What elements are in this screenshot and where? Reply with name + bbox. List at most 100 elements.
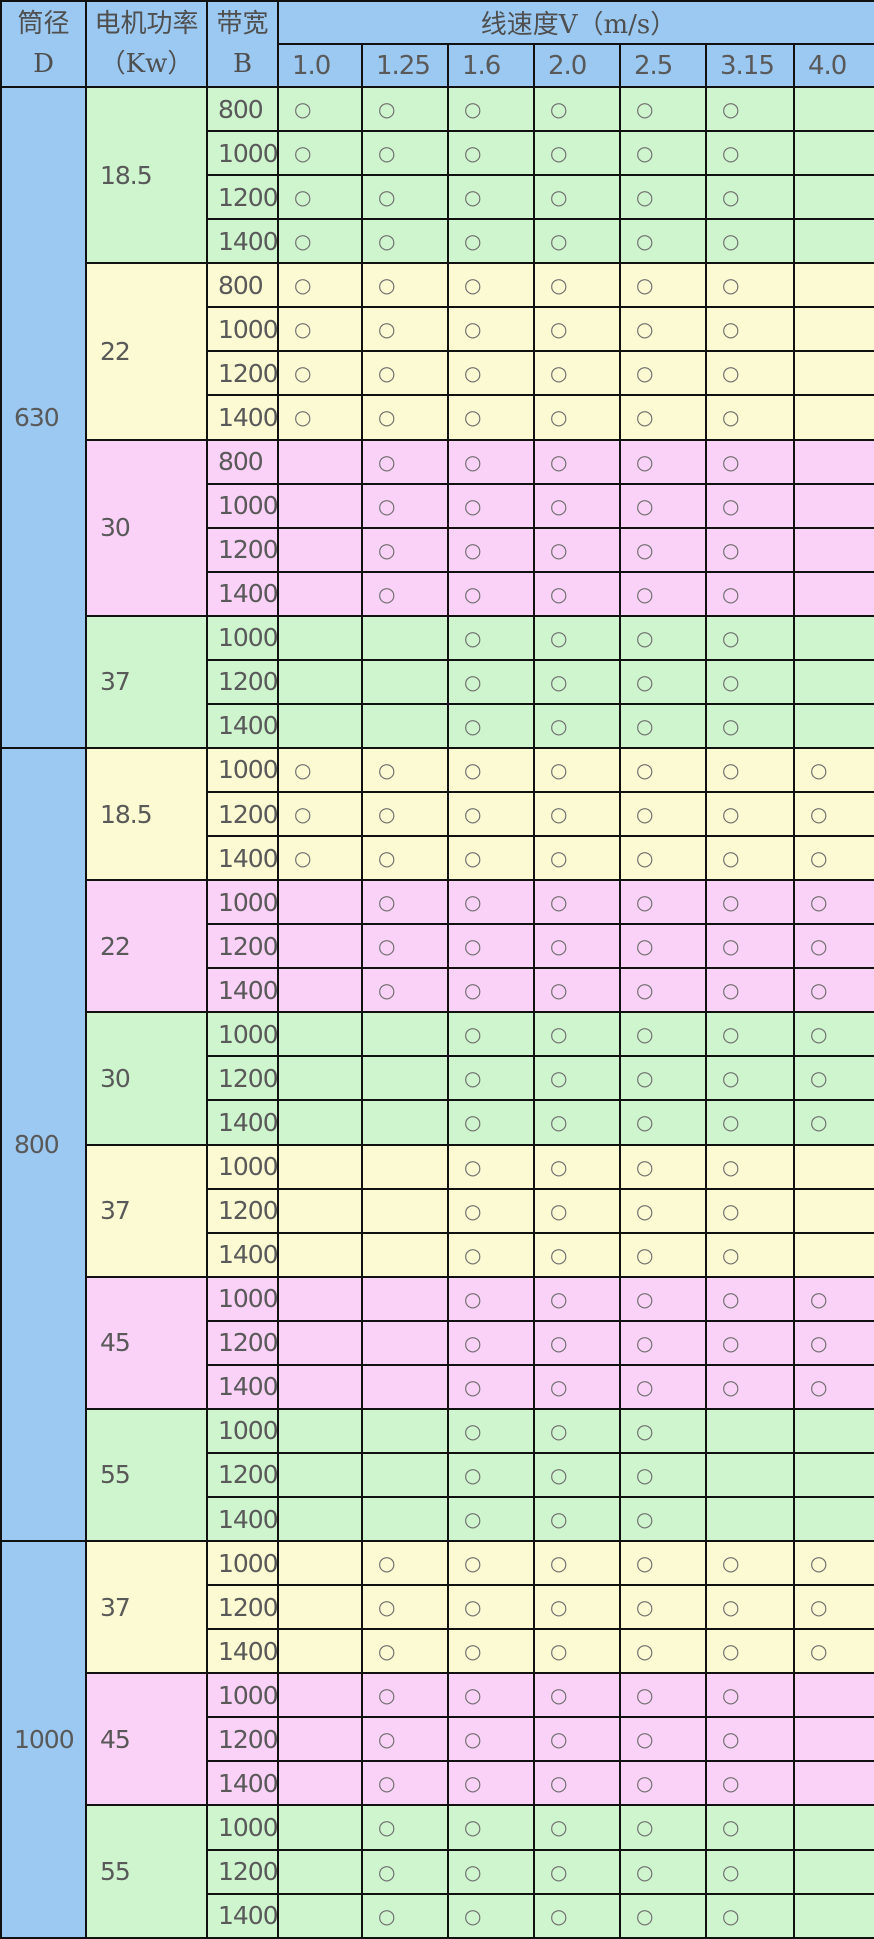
empty-cell bbox=[361, 1231, 449, 1278]
empty-cell bbox=[277, 482, 363, 529]
mark-cell: ○ bbox=[447, 1055, 535, 1102]
mark-cell: ○ bbox=[447, 570, 535, 617]
mark-cell: ○ bbox=[447, 85, 535, 133]
bandwidth-cell: 1400 bbox=[206, 570, 279, 617]
empty-cell bbox=[705, 1495, 795, 1543]
bandwidth-cell: 1200 bbox=[206, 1716, 279, 1763]
mark-cell: ○ bbox=[533, 1804, 621, 1851]
empty-cell bbox=[277, 879, 363, 926]
mark-cell: ○ bbox=[447, 967, 535, 1014]
bandwidth-cell: 1200 bbox=[206, 1584, 279, 1631]
table-row: 1200 ○ ○ ○ ○ ○ bbox=[1, 526, 874, 573]
power-cell: 37 bbox=[85, 614, 208, 749]
header-speed-3.15: 3.15 bbox=[705, 43, 795, 88]
mark-cell: ○ bbox=[619, 1055, 707, 1102]
mark-cell: ○ bbox=[792, 1055, 874, 1102]
mark-cell: ○ bbox=[361, 1716, 449, 1763]
mark-cell: ○ bbox=[705, 1231, 795, 1278]
mark-cell: ○ bbox=[619, 1584, 707, 1631]
empty-cell bbox=[792, 1495, 874, 1543]
empty-cell bbox=[361, 1099, 449, 1146]
empty-cell bbox=[361, 1143, 449, 1190]
table-row: 37 1000 ○ ○ ○ ○ bbox=[1, 1143, 874, 1278]
power-cell: 18.5 bbox=[85, 85, 208, 265]
mark-cell: ○ bbox=[619, 658, 707, 705]
mark-cell: ○ bbox=[619, 438, 707, 485]
mark-cell: ○ bbox=[447, 1143, 535, 1190]
mark-cell: ○ bbox=[447, 1804, 535, 1851]
empty-cell bbox=[277, 1231, 363, 1278]
table-row: 30 1000 ○ ○ ○ ○ ○ bbox=[1, 1011, 874, 1146]
mark-cell: ○ bbox=[705, 923, 795, 970]
mark-cell: ○ bbox=[447, 658, 535, 705]
mark-cell: ○ bbox=[705, 1187, 795, 1234]
table-row: 1200 ○ ○ ○ ○ bbox=[1, 658, 874, 705]
header-speed-2.5: 2.5 bbox=[619, 43, 707, 88]
mark-cell: ○ bbox=[705, 570, 795, 617]
empty-cell bbox=[277, 526, 363, 573]
table-row: 1000 ○ ○ ○ ○ ○ bbox=[1, 482, 874, 529]
mark-cell: ○ bbox=[447, 1760, 535, 1807]
empty-cell bbox=[792, 1716, 874, 1763]
mark-cell: ○ bbox=[447, 923, 535, 970]
mark-cell: ○ bbox=[447, 1716, 535, 1763]
power-cell: 45 bbox=[85, 1672, 208, 1807]
mark-cell: ○ bbox=[533, 85, 621, 133]
bandwidth-cell: 1400 bbox=[206, 394, 279, 441]
empty-cell bbox=[277, 1407, 363, 1454]
empty-cell bbox=[792, 1760, 874, 1807]
empty-cell bbox=[792, 394, 874, 441]
empty-cell bbox=[277, 1584, 363, 1631]
mark-cell: ○ bbox=[361, 394, 449, 441]
bandwidth-cell: 1400 bbox=[206, 1231, 279, 1278]
empty-cell bbox=[792, 1187, 874, 1234]
mark-cell: ○ bbox=[705, 967, 795, 1014]
mark-cell: ○ bbox=[533, 879, 621, 926]
mark-cell: ○ bbox=[705, 1804, 795, 1851]
table-row: 1000 37 1000 ○ ○ ○ ○ ○ ○ bbox=[0, 1540, 874, 1939]
mark-cell: ○ bbox=[619, 1231, 707, 1278]
bandwidth-cell: 1000 bbox=[206, 130, 279, 177]
header-speed-1.25: 1.25 bbox=[361, 43, 449, 88]
empty-cell bbox=[277, 1628, 363, 1675]
power-cell: 30 bbox=[85, 1011, 208, 1146]
mark-cell: ○ bbox=[705, 262, 795, 309]
mark-cell: ○ bbox=[447, 1011, 535, 1058]
mark-cell: ○ bbox=[533, 306, 621, 353]
mark-cell: ○ bbox=[277, 130, 363, 177]
table-row: 1200 ○ ○ ○ ○ ○ ○ ○ bbox=[1, 790, 874, 838]
table-row: 1400 ○ ○ ○ ○ ○ bbox=[1, 1363, 874, 1410]
mark-cell: ○ bbox=[447, 130, 535, 177]
mark-cell: ○ bbox=[533, 262, 621, 309]
table-row: 1400 ○ ○ ○ bbox=[1, 1495, 874, 1543]
mark-cell: ○ bbox=[619, 967, 707, 1014]
empty-cell bbox=[277, 570, 363, 617]
table-row: 1200 ○ ○ ○ ○ ○ bbox=[1, 1319, 874, 1366]
empty-cell bbox=[792, 482, 874, 529]
empty-cell bbox=[277, 1275, 363, 1322]
table-row: 1200 ○ ○ ○ ○ ○ bbox=[1, 1716, 874, 1763]
mark-cell: ○ bbox=[447, 1319, 535, 1366]
empty-cell bbox=[792, 438, 874, 485]
mark-cell: ○ bbox=[533, 1319, 621, 1366]
empty-cell bbox=[277, 1055, 363, 1102]
mark-cell: ○ bbox=[361, 1584, 449, 1631]
mark-cell: ○ bbox=[447, 1628, 535, 1675]
empty-cell bbox=[792, 218, 874, 265]
mark-cell: ○ bbox=[361, 482, 449, 529]
power-cell: 30 bbox=[85, 438, 208, 617]
bandwidth-cell: 1200 bbox=[206, 1848, 279, 1895]
mark-cell: ○ bbox=[619, 306, 707, 353]
mark-cell: ○ bbox=[533, 1540, 621, 1587]
mark-cell: ○ bbox=[705, 394, 795, 441]
mark-cell: ○ bbox=[619, 1848, 707, 1895]
header-power-label: 电机功率 bbox=[94, 9, 199, 39]
table-row: 30 800 ○ ○ ○ ○ ○ bbox=[1, 438, 874, 617]
mark-cell: ○ bbox=[705, 85, 795, 133]
mark-cell: ○ bbox=[533, 1584, 621, 1631]
mark-cell: ○ bbox=[705, 1716, 795, 1763]
table-row: 45 1000 ○ ○ ○ ○ ○ bbox=[1, 1672, 874, 1807]
bandwidth-cell: 1000 bbox=[206, 1407, 279, 1454]
mark-cell: ○ bbox=[705, 790, 795, 838]
bandwidth-cell: 1400 bbox=[206, 1628, 279, 1675]
